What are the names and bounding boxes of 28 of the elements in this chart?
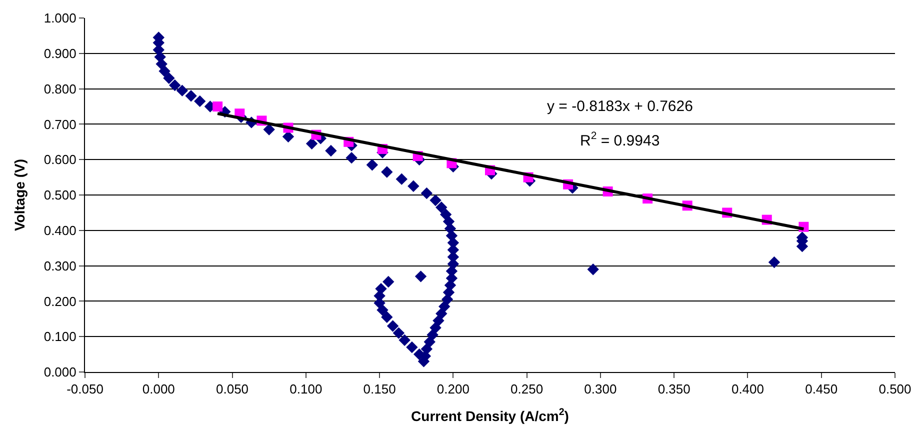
x-tick-label: 0.350 bbox=[658, 382, 690, 397]
point bbox=[212, 102, 223, 112]
y-tick-label: 0.300 bbox=[44, 258, 76, 274]
x-axis-title: Current Density (A/cm$^{2}$) bbox=[411, 407, 569, 424]
x-tick-label: 0.400 bbox=[731, 382, 764, 397]
x-tick-label: 0.150 bbox=[363, 382, 396, 397]
y-tick-label: 0.700 bbox=[44, 116, 76, 132]
x-tick-label: -0.050 bbox=[66, 382, 104, 397]
y-tick-label: 0.600 bbox=[44, 152, 76, 168]
x-tick-label: 0.100 bbox=[290, 382, 322, 397]
y-tick-label: 0.100 bbox=[44, 329, 76, 344]
y-tick-label: 0.500 bbox=[44, 188, 76, 203]
x-tick-label: 0.200 bbox=[436, 382, 470, 397]
y-tick-label: 0.400 bbox=[44, 222, 76, 238]
x-tick-label: 0.450 bbox=[805, 382, 838, 397]
x-tick-label: 0.000 bbox=[142, 382, 175, 397]
annotation: R$^{2}$ = 0.9943 bbox=[580, 130, 660, 150]
x-tick-label: 0.250 bbox=[510, 382, 544, 397]
y-axis-title: Voltage (V) bbox=[11, 158, 28, 232]
y-tick-label: 0.900 bbox=[44, 46, 76, 61]
y-tick-label: 0.200 bbox=[44, 294, 76, 309]
y-tick-label: 0.000 bbox=[44, 364, 76, 380]
x-tick-label: 0.050 bbox=[216, 382, 249, 397]
x-tick-label: 0.500 bbox=[878, 382, 912, 397]
annotation: y = -0.8183x + 0.7626 bbox=[547, 98, 693, 115]
y-tick-label: 1.000 bbox=[44, 10, 76, 26]
x-tick-label: 0.300 bbox=[584, 382, 617, 397]
y-tick-label: 0.800 bbox=[44, 81, 76, 96]
